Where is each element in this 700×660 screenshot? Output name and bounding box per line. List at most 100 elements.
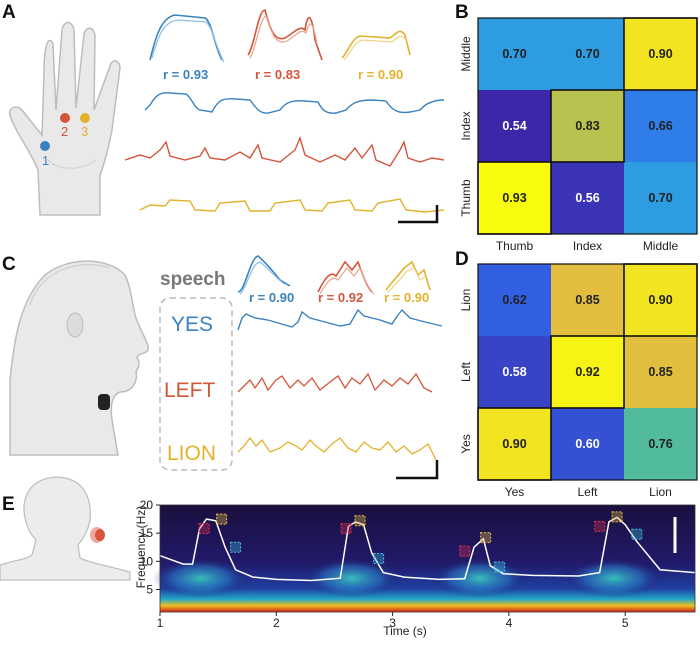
heatmap-col-label: Middle — [643, 239, 679, 253]
spectrogram-marker — [611, 511, 623, 523]
heatmap-cell-value: 0.90 — [648, 47, 672, 61]
heatmap-cell-value: 0.70 — [575, 47, 599, 61]
spectral-energy-blob — [431, 558, 528, 599]
panel-b-heatmap: 0.70 0.70 0.90 Middle 0.54 0.83 0.66 Index 0.93 0… — [459, 17, 698, 253]
marker-index-label: 2 — [61, 124, 68, 139]
marker-thumb-dot — [40, 141, 50, 151]
panel-c-trace-red — [237, 372, 433, 393]
heatmap-cell-value: 0.70 — [502, 47, 526, 61]
heatmap-cell — [478, 408, 551, 480]
panel-a-trace-blue — [144, 92, 445, 114]
word-box — [159, 297, 233, 471]
marker-index-dot — [60, 113, 70, 123]
heatmap-cell-value: 0.60 — [575, 437, 599, 451]
speech-label: speech — [160, 269, 225, 290]
panel-d-heatmap: 0.62 0.85 0.90 Lion 0.58 0.92 0.85 Left 0.90 0.60… — [459, 263, 698, 499]
panel-c-r-lion: r = 0.90 — [384, 290, 429, 305]
heatmap-col-label: Left — [577, 485, 598, 499]
spectrogram-marker — [216, 513, 228, 525]
panel-e-letter: E — [2, 494, 15, 515]
x-tick-label: 3 — [389, 616, 396, 630]
marker-middle-label: 3 — [81, 124, 88, 139]
head-profile-illustration — [9, 260, 149, 456]
x-tick-label: 2 — [273, 616, 280, 630]
heatmap-col-label: Index — [573, 239, 602, 253]
panel-c-r-left: r = 0.92 — [318, 290, 363, 305]
word-yes: YES — [171, 313, 213, 336]
word-left: LEFT — [164, 379, 216, 402]
heatmap-cell — [478, 264, 551, 336]
heatmap-cell — [624, 90, 697, 162]
panel-c-trace-yellow — [237, 436, 437, 461]
y-tick-label: 15 — [140, 526, 154, 540]
heatmap-col-label: Lion — [649, 485, 672, 499]
heatmap-row-label: Yes — [459, 434, 473, 454]
heatmap-row-label: Left — [459, 361, 473, 382]
neck-illustration — [0, 476, 131, 581]
marker-thumb-label: 1 — [42, 153, 49, 168]
heatmap-cell-value: 0.58 — [502, 365, 526, 379]
heatmap-cell — [478, 162, 551, 234]
heatmap-cell — [551, 18, 624, 90]
spectrogram-frame — [159, 504, 696, 613]
x-tick-label: 1 — [157, 616, 164, 630]
heatmap-cell — [551, 90, 624, 162]
heatmap-col-label: Yes — [505, 485, 525, 499]
heatmap-cell — [624, 264, 697, 336]
panel-c-letter: C — [2, 254, 16, 275]
panel-a-trace-yellow — [139, 198, 445, 213]
spectrogram-marker — [340, 523, 352, 535]
spectrogram-marker — [198, 523, 210, 535]
heatmap-cell — [624, 408, 697, 480]
heatmap-cell — [478, 336, 551, 408]
heatmap-cell-value: 0.90 — [648, 293, 672, 307]
heatmap-cell-value: 0.70 — [648, 191, 672, 205]
heatmap-cell-value: 0.93 — [502, 191, 526, 205]
spectrogram-marker — [631, 528, 643, 540]
heatmap-row-label: Thumb — [459, 179, 473, 217]
marker-middle-dot — [80, 113, 90, 123]
heatmap-frame — [477, 17, 698, 235]
frequency-trace — [159, 516, 696, 582]
panel-c-r-yes: r = 0.90 — [249, 290, 294, 305]
panel-a-overlays — [149, 9, 411, 63]
y-tick-label: 10 — [140, 554, 154, 568]
heatmap-row-label: Index — [459, 111, 473, 140]
heatmap-col-label: Thumb — [496, 239, 534, 253]
spectrogram-marker — [494, 561, 506, 573]
x-tick-label: 4 — [506, 616, 513, 630]
heatmap-cell — [551, 162, 624, 234]
heatmap-cell-value: 0.85 — [575, 293, 599, 307]
heatmap-cell — [624, 336, 697, 408]
spectral-energy-blob — [303, 558, 400, 599]
heatmap-cell — [551, 336, 624, 408]
spectrogram-marker — [594, 520, 606, 532]
heatmap-match-outline — [550, 89, 625, 163]
heatmap-cell-value: 0.83 — [575, 119, 599, 133]
panel-a-trace-red — [124, 135, 445, 167]
y-tick-label: 20 — [140, 498, 154, 512]
throat-sensor-icon — [98, 394, 110, 410]
heatmap-cell-value: 0.90 — [502, 437, 526, 451]
panel-d-letter: D — [455, 249, 469, 270]
heatmap-cell-value: 0.92 — [575, 365, 599, 379]
spectrogram-plot: 1 2 3 4 5 5 10 15 20 — [140, 498, 696, 630]
spectral-energy-blob — [565, 558, 662, 599]
panel-c-trace-blue — [237, 308, 443, 331]
spectral-energy-blob — [152, 558, 249, 599]
spectrogram-marker — [459, 545, 471, 557]
heatmap-cell-value: 0.54 — [502, 119, 526, 133]
panel-c-scale-bar — [396, 460, 439, 480]
panel-a-r-index: r = 0.83 — [255, 67, 300, 82]
electrode-markers: 1 2 3 — [40, 113, 90, 168]
spectrogram-marker — [230, 541, 242, 553]
heatmap-frame — [477, 263, 698, 481]
panel-a-r-middle: r = 0.90 — [358, 67, 403, 82]
y-tick-label: 5 — [146, 582, 153, 596]
heatmap-cell-value: 0.56 — [575, 191, 599, 205]
heatmap-cell-value: 0.62 — [502, 293, 526, 307]
heatmap-row-label: Lion — [459, 289, 473, 312]
panel-a-letter: A — [2, 2, 16, 23]
heatmap-cell — [478, 90, 551, 162]
